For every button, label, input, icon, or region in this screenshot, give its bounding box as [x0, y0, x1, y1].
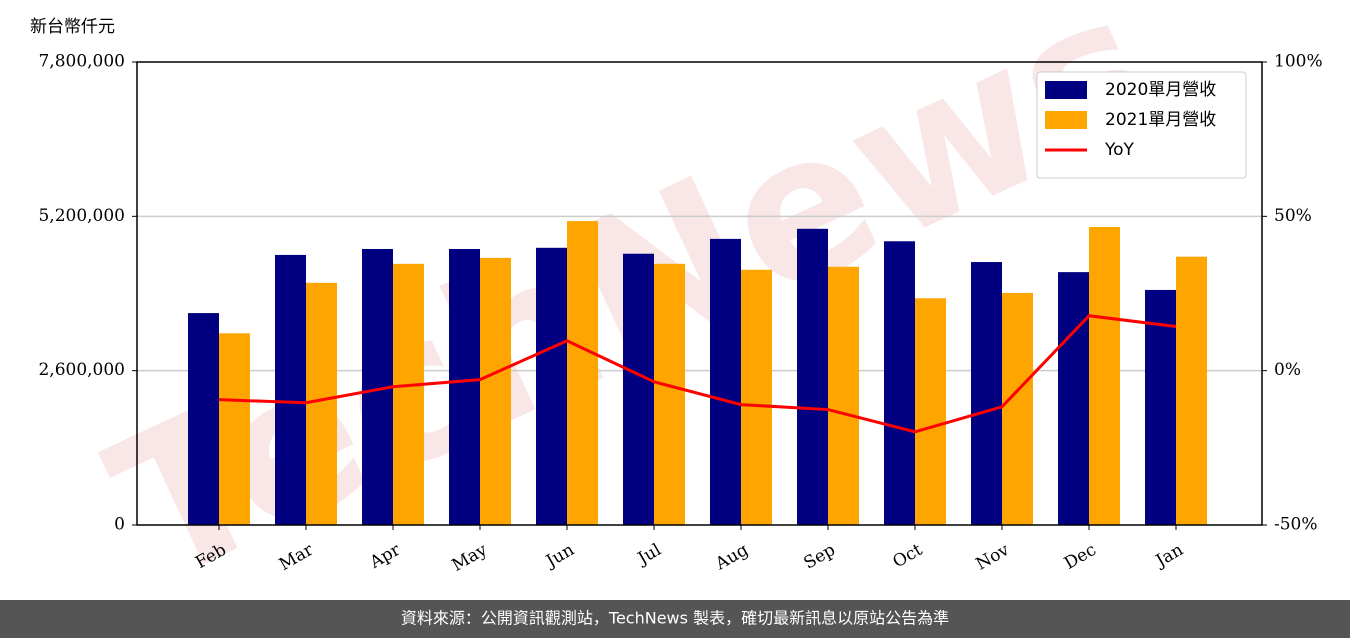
x-tick-label: Apr [366, 539, 405, 573]
bar [275, 254, 306, 525]
bar [188, 313, 219, 525]
bar [567, 221, 598, 526]
bar [1176, 256, 1207, 525]
legend-label: 2020單月營收 [1105, 80, 1216, 100]
bar [971, 262, 1002, 525]
bar [623, 253, 654, 525]
y2-tick-label: 100% [1274, 52, 1323, 72]
legend-swatch [1045, 81, 1087, 99]
bar [480, 257, 511, 525]
bar [1145, 289, 1176, 525]
bar [449, 248, 480, 525]
footer-text: 資料來源：公開資訊觀測站，TechNews 製表，確切最新訊息以原站公告為準 [401, 609, 949, 628]
plot-frame [136, 61, 1263, 526]
legend-swatch [1045, 111, 1087, 129]
bar [306, 282, 337, 525]
x-tick-label: May [449, 540, 492, 576]
y-tick-label: 5,200,000 [38, 206, 125, 226]
legend-box [1036, 71, 1247, 179]
y2-tick-label: 50% [1274, 206, 1312, 226]
bar [393, 263, 424, 525]
legend-label: YoY [1104, 140, 1135, 160]
bar [710, 238, 741, 525]
bar [915, 298, 946, 525]
bar [654, 263, 685, 525]
bar [741, 269, 772, 525]
legend: 2020單月營收 2021單月營收 YoY [1036, 71, 1247, 179]
bar [828, 266, 859, 525]
line [218, 314, 1177, 434]
footer-bar [0, 600, 1350, 638]
y2-tick-label: 0% [1274, 360, 1301, 380]
x-tick-label: Oct [890, 540, 926, 573]
y-axis-label: 新台幣仟元 [30, 17, 115, 37]
x-tick-label: Jul [633, 540, 665, 570]
y-tick-label: 7,800,000 [38, 52, 125, 72]
bar [1058, 272, 1089, 525]
x-tick-label: Jan [1151, 540, 1187, 572]
bar [797, 228, 828, 526]
legend-label: 2021單月營收 [1105, 110, 1216, 130]
x-tick-label: Dec [1061, 540, 1100, 574]
bar [1002, 292, 1033, 525]
x-tick-label: Aug [711, 540, 752, 575]
bar [219, 333, 250, 525]
x-tick-label: Sep [801, 540, 839, 574]
y2-tick-label: -50% [1274, 515, 1318, 535]
y-tick-label: 0 [114, 515, 125, 535]
x-tick-label: Nov [973, 540, 1013, 575]
bar [536, 247, 567, 526]
y-tick-label: 2,600,000 [38, 360, 125, 380]
bar [884, 241, 915, 525]
bar [1089, 227, 1120, 525]
x-tick-label: Jun [541, 540, 578, 573]
